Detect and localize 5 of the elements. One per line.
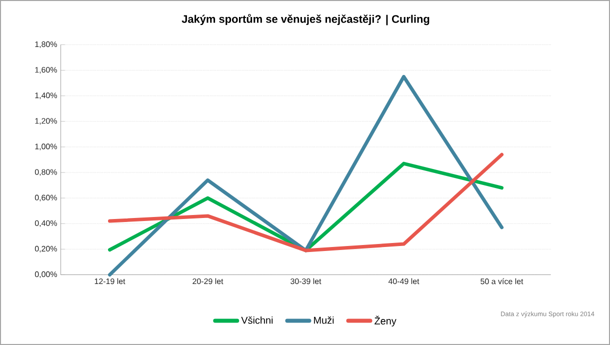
- legend-label: Ženy: [374, 316, 396, 326]
- legend-label: Všichni: [241, 316, 273, 324]
- chart-title: Jakým sportům se věnuješ nejčastěji? | Curling: [182, 14, 430, 26]
- line-series: [108, 74, 504, 276]
- legend-label: Muži: [314, 316, 334, 324]
